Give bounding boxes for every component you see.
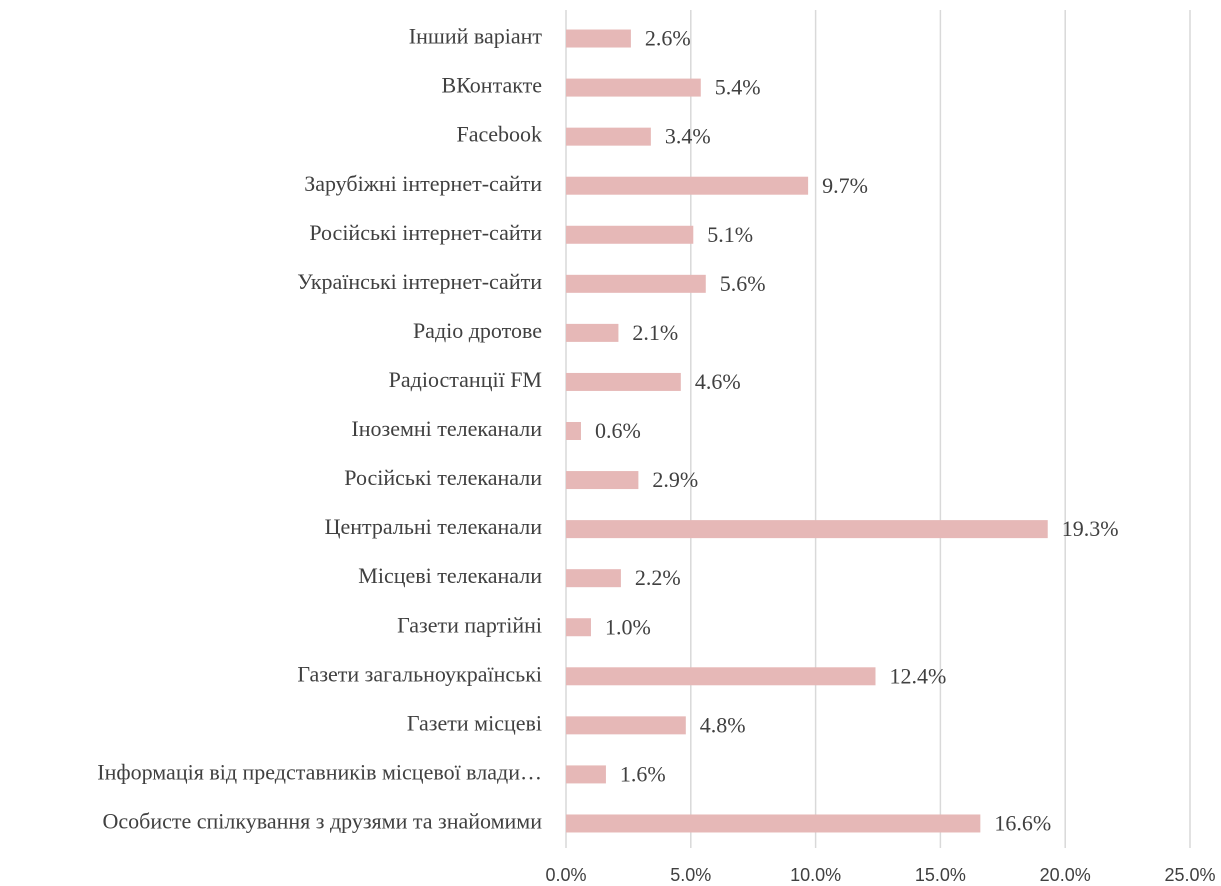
y-tick-label: Інформація від представників місцевої вл… <box>97 759 542 784</box>
data-label: 12.4% <box>890 663 947 688</box>
data-label: 0.6% <box>595 418 641 443</box>
y-tick-label: Інший варіант <box>409 24 543 49</box>
data-label: 1.0% <box>605 614 651 639</box>
bar <box>566 78 701 97</box>
y-tick-label: ВКонтакте <box>442 73 542 98</box>
y-tick-label: Радіо дротове <box>413 318 542 343</box>
y-tick-label: Російські інтернет-сайти <box>309 220 542 245</box>
data-label: 2.2% <box>635 565 681 590</box>
data-label: 2.1% <box>632 320 678 345</box>
bar <box>566 765 606 784</box>
bar <box>566 569 621 588</box>
data-label: 4.6% <box>695 369 741 394</box>
bar <box>566 716 686 735</box>
data-label: 1.6% <box>620 761 666 786</box>
data-label: 2.6% <box>645 26 691 51</box>
y-tick-label: Особисте спілкування з друзями та знайом… <box>102 809 542 834</box>
x-tick-label: 20.0% <box>1040 865 1091 885</box>
data-label: 19.3% <box>1062 516 1119 541</box>
data-label: 5.6% <box>720 271 766 296</box>
y-tick-label: Іноземні телеканали <box>351 416 542 441</box>
bar <box>566 127 651 146</box>
y-tick-label: Центральні телеканали <box>325 514 543 539</box>
data-label: 3.4% <box>665 124 711 149</box>
y-tick-label: Газети партійні <box>397 612 542 637</box>
x-tick-label: 15.0% <box>915 865 966 885</box>
bar <box>566 176 809 195</box>
data-label: 16.6% <box>994 811 1051 836</box>
y-tick-label: Facebook <box>456 122 542 147</box>
bar <box>566 618 591 637</box>
x-tick-label: 0.0% <box>545 865 586 885</box>
y-tick-label: Місцеві телеканали <box>358 563 542 588</box>
data-label: 2.9% <box>652 467 698 492</box>
data-label: 5.4% <box>715 75 761 100</box>
x-tick-label: 5.0% <box>670 865 711 885</box>
x-tick-label: 10.0% <box>790 865 841 885</box>
y-tick-label: Російські телеканали <box>344 465 542 490</box>
bar <box>566 520 1048 539</box>
bar <box>566 323 619 342</box>
y-tick-label: Газети місцеві <box>407 710 542 735</box>
bar <box>566 225 694 244</box>
bar <box>566 471 639 490</box>
y-tick-label: Радіостанції FM <box>389 367 542 392</box>
y-tick-label: Зарубіжні інтернет-сайти <box>304 171 542 196</box>
bar <box>566 372 681 391</box>
data-label: 9.7% <box>822 173 868 198</box>
data-label: 5.1% <box>707 222 753 247</box>
y-tick-label: Газети загальноукраїнські <box>297 661 542 686</box>
bar <box>566 667 876 686</box>
data-label: 4.8% <box>700 712 746 737</box>
bar <box>566 814 981 833</box>
bar <box>566 274 706 293</box>
x-tick-label: 25.0% <box>1164 865 1215 885</box>
bar <box>566 422 581 440</box>
bar <box>566 29 631 48</box>
y-tick-label: Українські інтернет-сайти <box>297 269 542 294</box>
